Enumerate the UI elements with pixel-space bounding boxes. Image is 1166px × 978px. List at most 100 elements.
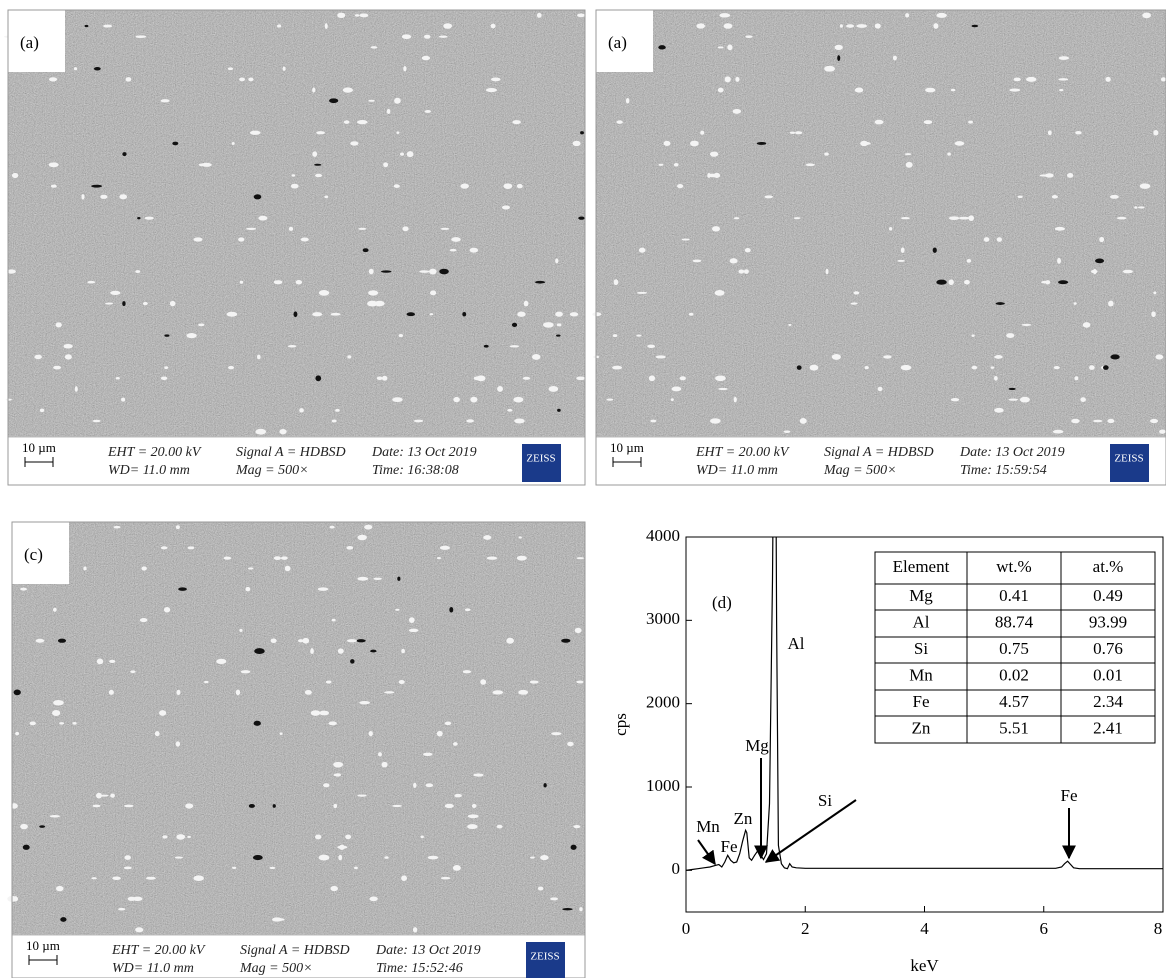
particle bbox=[677, 184, 683, 188]
particle bbox=[371, 46, 378, 48]
particle bbox=[738, 270, 744, 274]
particle bbox=[571, 845, 577, 850]
particle bbox=[409, 617, 415, 623]
panel-label: (a) bbox=[608, 33, 627, 52]
x-tick-label: 2 bbox=[801, 919, 810, 938]
particle bbox=[517, 556, 527, 561]
particle bbox=[1071, 419, 1079, 424]
particle bbox=[573, 825, 580, 828]
particle bbox=[92, 805, 100, 808]
info-eht: EHT = 20.00 kV bbox=[695, 445, 790, 460]
particle bbox=[87, 281, 95, 284]
particle bbox=[991, 366, 995, 368]
y-tick-label: 4000 bbox=[646, 526, 680, 545]
particle bbox=[491, 24, 496, 29]
particle bbox=[161, 376, 167, 380]
particle bbox=[401, 875, 407, 881]
particle bbox=[343, 87, 353, 92]
particle bbox=[331, 313, 341, 316]
particle bbox=[1057, 258, 1061, 264]
particle bbox=[114, 526, 121, 529]
particle bbox=[301, 238, 309, 242]
particle bbox=[557, 409, 561, 412]
particle bbox=[409, 629, 419, 632]
particle bbox=[330, 886, 337, 891]
info-date: Date: 13 Oct 2019 bbox=[375, 943, 481, 958]
y-axis-label: cps bbox=[611, 713, 630, 736]
particle bbox=[97, 658, 103, 664]
particle bbox=[592, 312, 601, 316]
info-eht: EHT = 20.00 kV bbox=[107, 445, 202, 460]
particle bbox=[289, 227, 293, 231]
particle bbox=[314, 164, 321, 166]
particle bbox=[994, 376, 998, 381]
particle bbox=[135, 927, 143, 932]
particle bbox=[83, 567, 86, 571]
particle bbox=[345, 835, 351, 840]
particle bbox=[1153, 130, 1158, 136]
particle bbox=[715, 375, 726, 381]
particle bbox=[414, 420, 423, 423]
particle bbox=[292, 174, 296, 176]
particle bbox=[216, 659, 226, 664]
scale-text: 10 µm bbox=[26, 938, 60, 953]
logo-text: ZEISS bbox=[530, 951, 559, 963]
particle bbox=[161, 99, 170, 102]
info-signal: Signal A = HDBSD bbox=[240, 943, 350, 958]
particle bbox=[968, 215, 974, 221]
particle bbox=[1008, 398, 1018, 400]
particle bbox=[893, 56, 897, 61]
particle bbox=[392, 805, 402, 807]
particle bbox=[145, 217, 154, 220]
particle bbox=[164, 366, 168, 369]
particle bbox=[971, 334, 974, 337]
particle bbox=[851, 302, 858, 304]
info-signal: Signal A = HDBSD bbox=[236, 445, 346, 460]
particle bbox=[369, 897, 377, 902]
info-wd: WD= 11.0 mm bbox=[112, 961, 194, 976]
particle bbox=[905, 13, 909, 17]
particle bbox=[824, 66, 835, 72]
table-cell: 93.99 bbox=[1089, 612, 1127, 631]
particle bbox=[537, 13, 542, 18]
particle bbox=[311, 710, 320, 716]
particle bbox=[100, 195, 107, 199]
particle bbox=[1022, 324, 1032, 326]
particle bbox=[350, 141, 358, 145]
particle bbox=[519, 536, 522, 538]
particle bbox=[112, 876, 121, 880]
particle bbox=[402, 226, 408, 231]
particle bbox=[198, 324, 204, 327]
particle bbox=[137, 217, 140, 219]
particle bbox=[1093, 420, 1103, 423]
particle bbox=[246, 228, 256, 230]
particle bbox=[424, 35, 430, 39]
particle bbox=[238, 237, 244, 241]
table-cell: 5.51 bbox=[999, 718, 1029, 737]
particle bbox=[319, 290, 329, 296]
particle bbox=[254, 194, 262, 199]
particle bbox=[75, 386, 78, 392]
particle bbox=[367, 301, 377, 307]
particle bbox=[124, 805, 133, 808]
particle bbox=[715, 290, 725, 296]
particle bbox=[310, 648, 314, 654]
particle bbox=[671, 398, 674, 401]
particle bbox=[1089, 365, 1095, 370]
particle bbox=[103, 25, 112, 28]
particle bbox=[538, 887, 544, 891]
particle bbox=[933, 247, 937, 252]
particle bbox=[734, 217, 739, 219]
info-wd: WD= 11.0 mm bbox=[108, 463, 190, 478]
particle bbox=[626, 98, 629, 104]
particle bbox=[257, 355, 261, 360]
particle bbox=[124, 866, 132, 869]
particle bbox=[1140, 183, 1151, 189]
particle bbox=[15, 732, 19, 735]
particle bbox=[440, 546, 450, 550]
particle bbox=[719, 13, 730, 17]
particle bbox=[806, 163, 815, 166]
sem-image bbox=[596, 10, 1166, 437]
